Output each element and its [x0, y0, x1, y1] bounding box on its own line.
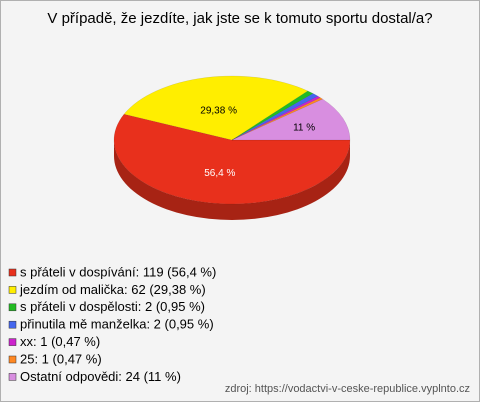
legend-label: s přáteli v dospívání: 119 (56,4 %) [20, 264, 216, 279]
source-note: zdroj: https://vodactvi-v-ceske-republic… [225, 383, 470, 395]
legend-swatch [8, 338, 17, 346]
pie-slice [123, 75, 309, 141]
data-label: 11 % [293, 122, 315, 133]
legend-swatch [8, 268, 17, 277]
pie-slice [113, 113, 351, 205]
pie-slice [231, 97, 324, 141]
legend-label: Ostatní odpovědi: 24 (11 %) [20, 369, 181, 384]
legend-swatch [8, 320, 17, 329]
data-label: 56,4 % [204, 168, 235, 179]
pie-slice [231, 93, 319, 141]
pie-slice [231, 95, 321, 141]
legend-label: jezdím od malička: 62 (29,38 %) [19, 282, 206, 297]
legend-label: s přáteli v dospělosti: 2 (0,95 %) [20, 299, 205, 314]
legend-label: přinutila mě manželka: 2 (0,95 %) [20, 317, 214, 332]
legend-swatch [8, 303, 17, 312]
pie-slice [231, 98, 351, 141]
legend-swatch [8, 373, 17, 381]
legend-label: xx: 1 (0,47 %) [20, 334, 100, 349]
data-label: 29,38 % [200, 105, 237, 116]
legend-swatch [8, 286, 17, 294]
pie-slice [231, 90, 314, 141]
pie-slice-side [114, 140, 350, 220]
legend-label: 25: 1 (0,47 %) [20, 351, 102, 366]
chart-title: V případě, že jezdíte, jak jste se k tom… [47, 10, 432, 27]
legend-swatch [8, 355, 17, 364]
